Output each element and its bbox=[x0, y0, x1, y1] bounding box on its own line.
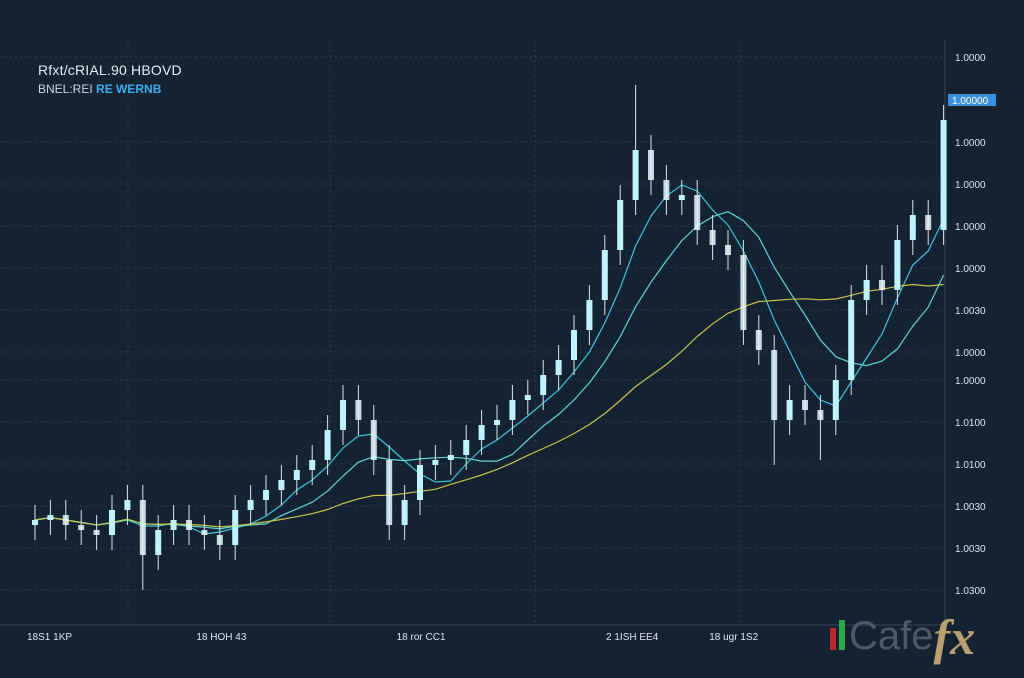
candle-body bbox=[786, 400, 793, 420]
candle-body bbox=[447, 455, 454, 460]
y-tick-label: 1.0030 bbox=[955, 306, 986, 317]
candle-body bbox=[201, 530, 208, 535]
x-tick-label: 2 1ISH EE4 bbox=[606, 632, 659, 643]
logo-candles-icon bbox=[830, 620, 845, 650]
candle-body bbox=[340, 400, 346, 430]
candle-body bbox=[709, 230, 716, 245]
candle-body bbox=[755, 330, 762, 350]
candle-body bbox=[32, 520, 38, 525]
candle-body bbox=[571, 330, 577, 360]
moving-average-9 bbox=[34, 211, 945, 530]
y-tick-label: 1.0000 bbox=[955, 376, 986, 387]
logo-text-cafe: Cafe bbox=[849, 614, 934, 658]
candle-body bbox=[432, 460, 439, 465]
cafefx-logo: Cafe fx bbox=[830, 608, 975, 662]
candle-body bbox=[309, 460, 316, 470]
candle-body bbox=[186, 520, 192, 530]
candle-body bbox=[232, 510, 239, 545]
y-tick-label: 1.0100 bbox=[955, 418, 986, 429]
candle-body bbox=[879, 280, 885, 290]
y-tick-label: 1.0000 bbox=[955, 138, 986, 149]
x-tick-label: 18 ror CC1 bbox=[397, 632, 446, 643]
candle-body bbox=[894, 240, 901, 290]
candle-body bbox=[324, 430, 331, 460]
candle-body bbox=[940, 120, 947, 230]
x-axis: 18S1 1KP 18 HOH 43 18 ror CC1 2 1ISH EE4 18 … bbox=[27, 632, 759, 643]
y-tick-label: 1.0000 bbox=[955, 222, 986, 233]
candle-body bbox=[694, 195, 701, 230]
subtitle-prefix: BNEL:REI bbox=[38, 82, 93, 96]
candle-body bbox=[417, 465, 423, 500]
y-tick-label: 1.0000 bbox=[955, 180, 986, 191]
candle-body bbox=[617, 200, 624, 250]
candle-body bbox=[478, 425, 485, 440]
candle-body bbox=[278, 480, 285, 490]
moving-averages bbox=[34, 184, 945, 535]
candle-body bbox=[663, 180, 670, 200]
x-tick-label: 18 HOH 43 bbox=[196, 632, 246, 643]
candle-body bbox=[586, 300, 593, 330]
candles bbox=[32, 85, 947, 590]
candle-body bbox=[494, 420, 500, 425]
subtitle-accent: RE WERNB bbox=[96, 82, 162, 96]
candle-body bbox=[509, 400, 516, 420]
current-price-badge bbox=[948, 94, 996, 106]
y-axis: 1.0000 1.0000 1.0000 1.0000 1.0000 1.0030 1.00… bbox=[948, 53, 996, 597]
candle-body bbox=[247, 500, 254, 510]
candle-body bbox=[802, 400, 808, 410]
y-tick-label: 1.0000 bbox=[955, 53, 986, 64]
logo-text-fx: fx bbox=[933, 609, 976, 665]
candle-body bbox=[540, 375, 547, 395]
candle-body bbox=[109, 510, 115, 535]
candle-body bbox=[386, 460, 393, 525]
candle-body bbox=[925, 215, 932, 230]
candle-body bbox=[401, 500, 408, 525]
candle-body bbox=[463, 440, 470, 455]
candle-body bbox=[47, 515, 54, 520]
x-tick-label: 18 ugr 1S2 bbox=[709, 632, 758, 643]
candle-body bbox=[355, 400, 362, 420]
candle-body bbox=[139, 500, 146, 555]
candle-body bbox=[155, 530, 162, 555]
candle-body bbox=[124, 500, 131, 510]
candle-body bbox=[170, 520, 177, 530]
candle-body bbox=[771, 350, 778, 420]
current-price-label: 1.00000 bbox=[952, 96, 989, 107]
candle-body bbox=[216, 535, 223, 545]
candle-body bbox=[832, 380, 839, 420]
y-tick-label: 1.0030 bbox=[955, 502, 986, 513]
candle-body bbox=[370, 420, 377, 460]
chart-subtitle: BNEL:REI RE WERNB bbox=[38, 82, 161, 96]
candle-body bbox=[848, 300, 855, 380]
y-tick-label: 1.0000 bbox=[955, 348, 986, 359]
candle-body bbox=[909, 215, 916, 240]
candle-body bbox=[524, 395, 531, 400]
candle-body bbox=[601, 250, 608, 300]
y-tick-label: 1.0000 bbox=[955, 264, 986, 275]
y-tick-label: 1.0300 bbox=[955, 586, 986, 597]
y-tick-label: 1.0030 bbox=[955, 544, 986, 555]
candle-body bbox=[263, 490, 269, 500]
candle-body bbox=[648, 150, 654, 180]
candle-body bbox=[62, 515, 69, 525]
candle-body bbox=[678, 195, 685, 200]
candle-body bbox=[78, 525, 85, 530]
candle-body bbox=[740, 255, 747, 330]
candle-body bbox=[93, 530, 100, 535]
candle-body bbox=[863, 280, 870, 300]
candle-body bbox=[632, 150, 639, 200]
candle-body bbox=[555, 360, 562, 375]
candle-body bbox=[817, 410, 824, 420]
candle-body bbox=[293, 470, 300, 480]
chart-title: Rfxt/cRIAL.90 HBOVD bbox=[38, 62, 182, 78]
moving-average-5 bbox=[34, 184, 945, 535]
x-tick-label: 18S1 1KP bbox=[27, 632, 72, 643]
candle-body bbox=[725, 245, 731, 255]
y-tick-label: 1.0100 bbox=[955, 460, 986, 471]
